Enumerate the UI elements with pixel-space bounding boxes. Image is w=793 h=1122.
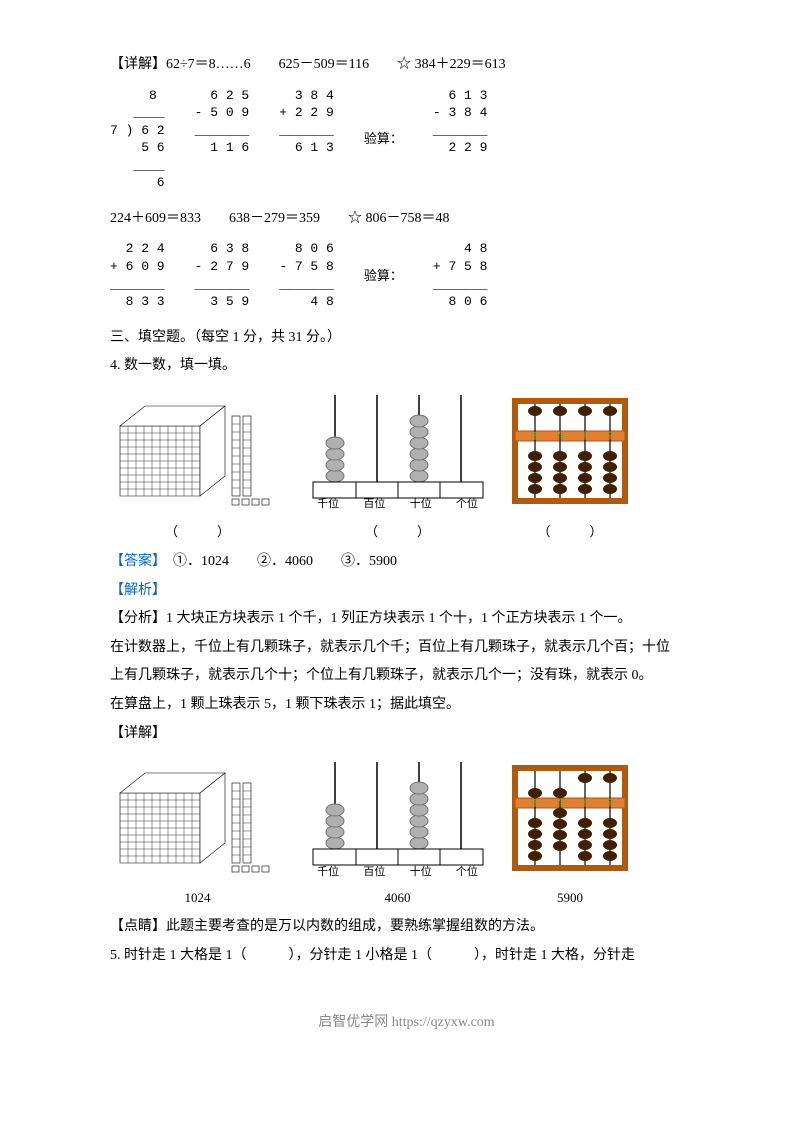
detail-heading-1: 【详解】62÷7＝8……6 625－509＝116 ☆ 384＋229＝613	[110, 52, 703, 79]
calc-1-1: 8 ____ 7 ) 6 2 5 6 ____ 6	[110, 87, 165, 192]
dianjing-line: 【点睛】此题主要考查的是万以内数的组成，要熟练掌握组数的方法。	[110, 914, 703, 941]
calc-2-check-label: 验算：	[364, 267, 403, 285]
figure-row-2: 1024 千位 百位	[110, 757, 703, 910]
question-4: 4. 数一数，填一填。	[110, 353, 703, 380]
svg-text:百: 百	[555, 431, 564, 441]
answer-line: 【答案】 ①．1024 ②．4060 ③．5900	[110, 549, 703, 576]
calc-2-3: 8 0 6 - 7 5 8 _______ 4 8	[279, 240, 334, 310]
answer-label: 【答案】	[110, 554, 159, 569]
place-shi-2: 十位	[398, 861, 444, 884]
calc-2-4: 4 8 + 7 5 8 _______ 8 0 6	[433, 240, 488, 310]
calc-1-3: 3 8 4 + 2 2 9 _______ 6 1 3	[279, 87, 334, 192]
paren-1: （ ）	[110, 520, 285, 545]
fenxi-line-1: 【分析】1 大块正方块表示 1 个千，1 列正方块表示 1 个十，1 个正方块表…	[110, 606, 703, 633]
counter-figure	[305, 390, 490, 500]
abacus-figure: 千 百 十 个	[510, 396, 630, 506]
section-3-heading: 三、填空题。（每空 1 分，共 31 分。）	[110, 325, 703, 352]
cube-blocks-figure	[110, 396, 285, 506]
label-5900: 5900	[510, 886, 630, 911]
svg-text:十: 十	[580, 430, 589, 441]
page-footer: 启智优学网 https://qzyxw.com	[110, 1010, 703, 1037]
place-bai: 百位	[351, 493, 397, 516]
jiexi-label: 【解析】	[110, 578, 703, 605]
calc-row-1: 8 ____ 7 ) 6 2 5 6 ____ 6 6 2 5 - 5 0 9 …	[110, 87, 703, 192]
place-bai-2: 百位	[351, 861, 397, 884]
calc-1-check-label: 验算：	[364, 130, 403, 148]
svg-text:十: 十	[580, 797, 589, 808]
svg-text:百: 百	[555, 798, 564, 808]
question-5: 5. 时针走 1 大格是 1（ ），分针走 1 小格是 1（ ），时针走 1 大…	[110, 943, 703, 970]
svg-text:千: 千	[530, 431, 539, 441]
svg-text:个: 个	[605, 431, 614, 441]
place-qian-2: 千位	[305, 861, 351, 884]
paren-2: （ ）	[305, 520, 490, 545]
cube-blocks-figure-2	[110, 763, 285, 873]
label-1024: 1024	[110, 886, 285, 911]
calc-2-1: 2 2 4 + 6 0 9 _______ 8 3 3	[110, 240, 165, 310]
place-qian: 千位	[305, 493, 351, 516]
fenxi-line-3: 上有几颗珠子，就表示几个十；个位上有几颗珠子，就表示几个一；没有珠，就表示 0。	[110, 663, 703, 690]
figure-row-1: （ ）	[110, 390, 703, 545]
calc-row-2: 2 2 4 + 6 0 9 _______ 8 3 3 6 3 8 - 2 7 …	[110, 240, 703, 310]
place-ge-2: 个位	[444, 861, 490, 884]
svg-text:千: 千	[530, 798, 539, 808]
equation-line-2: 224＋609＝833 638－279＝359 ☆ 806－758＝48	[110, 206, 703, 233]
counter-figure-2	[305, 757, 490, 867]
calc-2-2: 6 3 8 - 2 7 9 _______ 3 5 9	[195, 240, 250, 310]
paren-3: （ ）	[510, 520, 630, 545]
fenxi-line-4: 在算盘上，1 颗上珠表示 5，1 颗下珠表示 1；据此填空。	[110, 692, 703, 719]
place-ge: 个位	[444, 493, 490, 516]
calc-1-4: 6 1 3 - 3 8 4 _______ 2 2 9	[433, 87, 488, 192]
fenxi-line-2: 在计数器上，千位上有几颗珠子，就表示几个千；百位上有几颗珠子，就表示几个百；十位	[110, 635, 703, 662]
answer-values: ①．1024 ②．4060 ③．5900	[159, 554, 397, 569]
calc-1-2: 6 2 5 - 5 0 9 _______ 1 1 6	[195, 87, 250, 192]
detail-heading-2: 【详解】	[110, 721, 703, 748]
abacus-figure-2: 千 百 十 个	[510, 763, 630, 873]
label-4060: 4060	[305, 886, 490, 911]
svg-text:个: 个	[605, 798, 614, 808]
place-shi: 十位	[398, 493, 444, 516]
